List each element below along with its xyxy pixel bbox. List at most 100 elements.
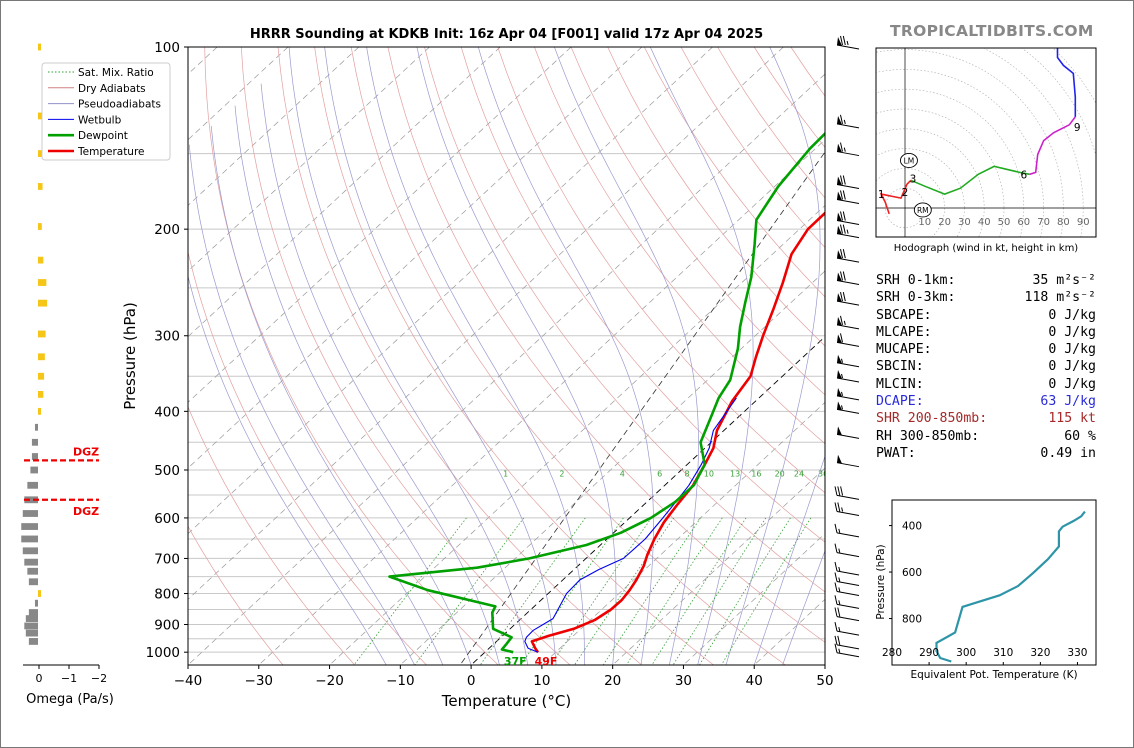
y-tick-label: 500 (154, 463, 180, 479)
dry-adiabat (534, 47, 825, 445)
hodo-storm-motion-marker (900, 153, 918, 168)
x-tick-label: 20 (604, 673, 621, 689)
omega-bar (31, 453, 38, 460)
wind-barb-staff (836, 377, 860, 383)
omega-bar (30, 466, 38, 474)
hodo-height-label: 9 (1074, 122, 1081, 134)
mixing-ratio-label: 4 (620, 470, 625, 479)
wind-barb (836, 315, 860, 330)
wind-barb (836, 271, 860, 286)
hodo-ring-label: 10 (918, 217, 931, 228)
wind-barb (836, 175, 860, 189)
x-tick-label: 10 (533, 673, 550, 689)
dry-adiabat (314, 47, 714, 665)
wind-barb-staff (836, 570, 860, 576)
stat-row: RH 300-850mb: 60 % (876, 428, 1096, 445)
stat-row: MUCAPE: 0 J/kg (876, 341, 1096, 358)
omega-bar (38, 223, 42, 230)
wind-barb-staff (836, 552, 860, 558)
wind-barb-pennant (837, 354, 842, 364)
omega-axis-label: Omega (Pa/s) (26, 692, 114, 707)
hodo-storm-motion-label: RM (917, 206, 929, 215)
omega-bar (38, 590, 42, 597)
theta-y-label: Pressure (hPa) (875, 544, 887, 619)
pseudoadiabat (188, 274, 387, 665)
mixing-ratio-label: 16 (751, 470, 761, 479)
pseudoadiabat (782, 549, 825, 665)
stat-row: SHR 200-850mb: 115 kt (876, 410, 1096, 427)
wind-barb-halfflag (838, 528, 841, 534)
wind-barb-flag (837, 502, 841, 512)
wind-barb-flag (842, 190, 846, 200)
wind-barb-staff (836, 644, 860, 650)
stat-row: PWAT: 0.49 in (876, 445, 1096, 462)
isotherm-line (188, 73, 825, 665)
mixing-ratio-label: 30 (818, 470, 828, 479)
mixing-ratio-line (651, 517, 747, 665)
wind-barb-staff (836, 408, 860, 414)
wind-barb-staff (836, 652, 860, 658)
y-tick-label: 800 (154, 587, 180, 603)
wind-barb-flag (834, 486, 838, 496)
isotherm-line (188, 47, 572, 403)
wind-barb-staff (836, 123, 860, 129)
wind-barb-flag (840, 315, 843, 325)
stat-value: 115 kt (1048, 411, 1096, 427)
wind-barb-pennant (837, 316, 842, 326)
wind-barb-staff (836, 362, 860, 368)
y-tick-label: 300 (154, 329, 180, 345)
omega-bar (27, 481, 38, 489)
wind-barb-halfflag (841, 373, 843, 379)
wind-barb (836, 211, 860, 226)
mixing-ratio-label: 36 (838, 470, 848, 479)
wind-barb-halfflag (841, 405, 843, 410)
hodo-ring-label: 70 (1037, 217, 1050, 228)
omega-tick-label: −1 (61, 672, 77, 685)
wind-barb-halfflag (838, 648, 841, 653)
mixing-ratio-label: 10 (704, 470, 714, 479)
wind-barb-flag (840, 333, 843, 343)
omega-bar (38, 112, 43, 120)
wind-barb (836, 401, 860, 414)
hodo-ring-label: 90 (1077, 217, 1090, 228)
dry-adiabat (570, 47, 825, 396)
stat-label: PWAT: (876, 445, 916, 461)
wind-barb (834, 572, 860, 586)
wind-barb-pennant (837, 37, 842, 46)
hodo-trace (910, 165, 1030, 195)
hodo-height-label: 2 (902, 187, 909, 199)
mixing-ratio-line (721, 517, 812, 665)
x-tick-label: −20 (315, 673, 344, 689)
pseudoadiabat (753, 455, 825, 665)
x-tick-label: 30 (675, 673, 692, 689)
legend-label: Sat. Mix. Ratio (78, 67, 154, 79)
omega-bar (38, 390, 44, 398)
wind-barb-flag (834, 523, 838, 533)
mixing-ratio-line (353, 517, 467, 665)
wind-barb-staff (836, 591, 860, 597)
omega-tick-label: −2 (91, 672, 107, 685)
reference-dashed-line (459, 151, 825, 665)
pseudoadiabat (234, 105, 472, 665)
wind-barb-flag (834, 621, 838, 632)
dgz-label: DGZ (73, 505, 99, 518)
stat-value: 118 m²s⁻² (1024, 290, 1096, 306)
wind-barb-flag (842, 175, 846, 185)
stat-label: RH 300-850mb: (876, 428, 980, 444)
stat-row: SRH 0-1km: 35 m²s⁻² (876, 272, 1096, 289)
dry-adiabat (188, 250, 427, 665)
omega-bar (22, 510, 38, 517)
dry-adiabat (460, 47, 825, 543)
wind-barb-flag (834, 543, 838, 553)
wind-barb-flag (837, 635, 841, 645)
theta-x-tick-label: 280 (882, 647, 902, 659)
theta-x-tick-label: 290 (919, 647, 939, 659)
wind-barb-halfflag (841, 358, 843, 363)
mixing-ratio-label: 6 (657, 470, 662, 479)
wind-barb-staff (836, 395, 860, 401)
dry-adiabat (240, 47, 571, 665)
hodo-height-label: 3 (910, 173, 917, 185)
wind-barb-pennant (837, 426, 842, 436)
wind-barb-flag (840, 271, 843, 281)
hodo-ring-label: 40 (978, 217, 991, 228)
